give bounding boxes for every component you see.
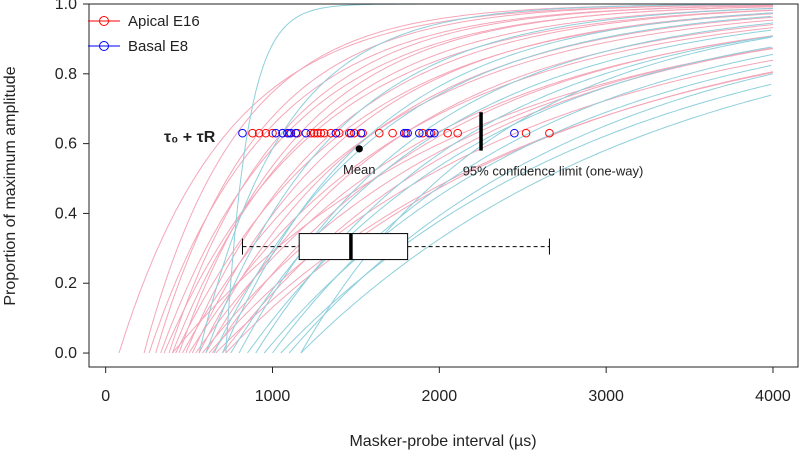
apical-point bbox=[319, 128, 329, 138]
apical-point bbox=[313, 128, 322, 138]
basal-point bbox=[510, 128, 519, 138]
apical-point bbox=[254, 128, 264, 138]
x-axis-label: Masker-probe interval (µs) bbox=[349, 433, 536, 450]
y-axis-label: Proportion of maximum amplitude bbox=[2, 66, 19, 305]
mean-label: Mean bbox=[343, 162, 376, 177]
apical-point bbox=[334, 128, 344, 138]
apical-curve bbox=[225, 71, 774, 354]
x-tick-label: 0 bbox=[101, 388, 110, 405]
recovery-curves bbox=[118, 4, 774, 354]
basal-curve bbox=[230, 29, 772, 354]
y-tick-label: 0.4 bbox=[55, 205, 77, 222]
x-tick-label: 1000 bbox=[255, 388, 291, 405]
basal-curve bbox=[300, 94, 772, 354]
x-tick-label: 2000 bbox=[422, 388, 458, 405]
basal-point bbox=[430, 128, 439, 138]
apical-curve bbox=[171, 7, 774, 354]
basal-point bbox=[356, 128, 366, 138]
apical-curve bbox=[205, 24, 774, 354]
legend: Apical E16 Basal E8 bbox=[88, 13, 200, 55]
iqr-box bbox=[298, 233, 409, 261]
basal-curve bbox=[288, 73, 774, 354]
x-tick-label: 3000 bbox=[588, 388, 624, 405]
basal-point bbox=[278, 128, 287, 138]
basal-curve bbox=[205, 8, 774, 354]
basal-point bbox=[403, 128, 412, 138]
apical-point bbox=[326, 128, 336, 138]
mean-marker bbox=[355, 145, 363, 153]
apical-curve bbox=[198, 16, 774, 354]
apical-curve bbox=[160, 6, 772, 354]
apical-point bbox=[268, 128, 277, 138]
apical-curve bbox=[178, 6, 773, 354]
basal-point bbox=[238, 128, 247, 138]
apical-point bbox=[374, 128, 384, 138]
tau-points bbox=[238, 128, 554, 138]
legend-basal-marker bbox=[99, 41, 109, 51]
basal-point bbox=[271, 128, 281, 138]
y-tick-label: 0.8 bbox=[55, 66, 77, 83]
legend-basal-label: Basal E8 bbox=[128, 38, 188, 55]
apical-point bbox=[248, 128, 257, 138]
boxplot bbox=[241, 233, 550, 261]
apical-point bbox=[521, 128, 531, 138]
apical-point bbox=[349, 128, 359, 138]
y-ticks: 0.0 0.2 0.4 0.6 0.8 1.0 bbox=[55, 0, 89, 362]
basal-curve bbox=[238, 22, 774, 354]
basal-curve bbox=[247, 46, 772, 354]
apical-point bbox=[261, 128, 271, 138]
basal-curve bbox=[213, 15, 772, 354]
apical-curve bbox=[185, 9, 774, 354]
legend-apical-marker bbox=[99, 16, 109, 26]
y-tick-label: 0.6 bbox=[55, 136, 77, 153]
basal-point bbox=[331, 128, 341, 138]
basal-curve bbox=[280, 83, 772, 354]
apical-curve bbox=[188, 27, 774, 354]
basal-point bbox=[301, 128, 311, 138]
basal-point bbox=[415, 128, 424, 138]
y-tick-label: 0.0 bbox=[55, 345, 77, 362]
apical-curve bbox=[172, 48, 774, 354]
basal-curve bbox=[263, 64, 772, 354]
apical-point bbox=[453, 128, 462, 138]
basal-curve bbox=[222, 12, 774, 354]
x-ticks: 0 1000 2000 3000 4000 bbox=[101, 367, 791, 405]
apical-curve bbox=[168, 5, 774, 354]
apical-point bbox=[309, 128, 319, 138]
apical-point bbox=[545, 128, 554, 138]
tau-label: τ₀ + τR bbox=[164, 129, 216, 146]
y-tick-label: 1.0 bbox=[55, 0, 77, 13]
y-tick-label: 0.2 bbox=[55, 275, 77, 292]
x-tick-label: 4000 bbox=[755, 388, 791, 405]
basal-point bbox=[291, 128, 301, 138]
plot-frame bbox=[88, 3, 799, 368]
apical-point bbox=[306, 128, 316, 138]
apical-point bbox=[388, 128, 397, 138]
apical-curve bbox=[155, 4, 773, 354]
apical-curve bbox=[181, 19, 774, 354]
basal-point bbox=[425, 128, 434, 138]
apical-point bbox=[358, 128, 367, 138]
confidence-limit-label: 95% confidence limit (one-way) bbox=[463, 164, 644, 179]
apical-point bbox=[418, 128, 427, 138]
apical-point bbox=[316, 128, 326, 138]
basal-curve bbox=[198, 4, 773, 354]
apical-point bbox=[443, 128, 452, 138]
basal-point bbox=[283, 128, 292, 138]
basal-point bbox=[286, 128, 296, 138]
basal-point bbox=[399, 128, 409, 138]
basal-point bbox=[346, 128, 356, 138]
apical-point bbox=[401, 128, 411, 138]
apical-curve bbox=[211, 35, 774, 354]
legend-apical-label: Apical E16 bbox=[128, 13, 200, 30]
basal-curve bbox=[225, 4, 773, 354]
